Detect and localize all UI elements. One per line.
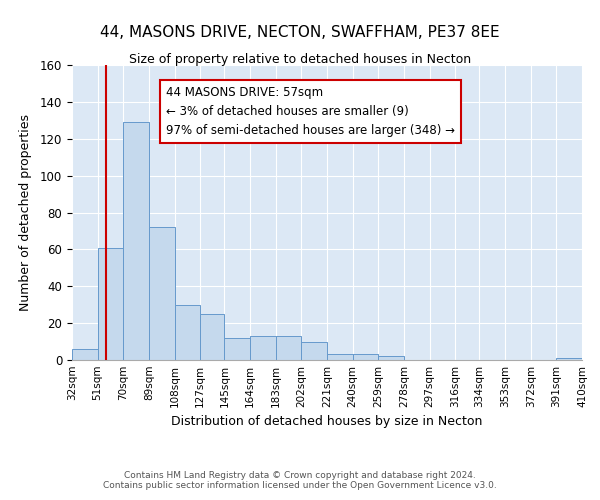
Bar (301, 342, 327, 360)
Bar (72, 349, 98, 360)
Bar (556, 358, 582, 360)
Text: Contains public sector information licensed under the Open Government Licence v3: Contains public sector information licen… (103, 480, 497, 490)
Bar (353, 354, 378, 360)
Bar (250, 336, 276, 360)
Text: 44, MASONS DRIVE, NECTON, SWAFFHAM, PE37 8EE: 44, MASONS DRIVE, NECTON, SWAFFHAM, PE37… (100, 25, 500, 40)
X-axis label: Distribution of detached houses by size in Necton: Distribution of detached houses by size … (172, 416, 482, 428)
Bar (175, 304, 200, 360)
Text: Contains HM Land Registry data © Crown copyright and database right 2024.: Contains HM Land Registry data © Crown c… (124, 470, 476, 480)
Text: Size of property relative to detached houses in Necton: Size of property relative to detached ho… (129, 52, 471, 66)
Bar (327, 354, 353, 360)
Bar (149, 227, 175, 360)
Y-axis label: Number of detached properties: Number of detached properties (19, 114, 32, 311)
Bar (224, 338, 250, 360)
Text: 44 MASONS DRIVE: 57sqm
← 3% of detached houses are smaller (9)
97% of semi-detac: 44 MASONS DRIVE: 57sqm ← 3% of detached … (166, 86, 455, 136)
Bar (123, 122, 149, 360)
Bar (98, 248, 123, 360)
Bar (200, 314, 224, 360)
Bar (378, 356, 404, 360)
Bar (276, 336, 301, 360)
